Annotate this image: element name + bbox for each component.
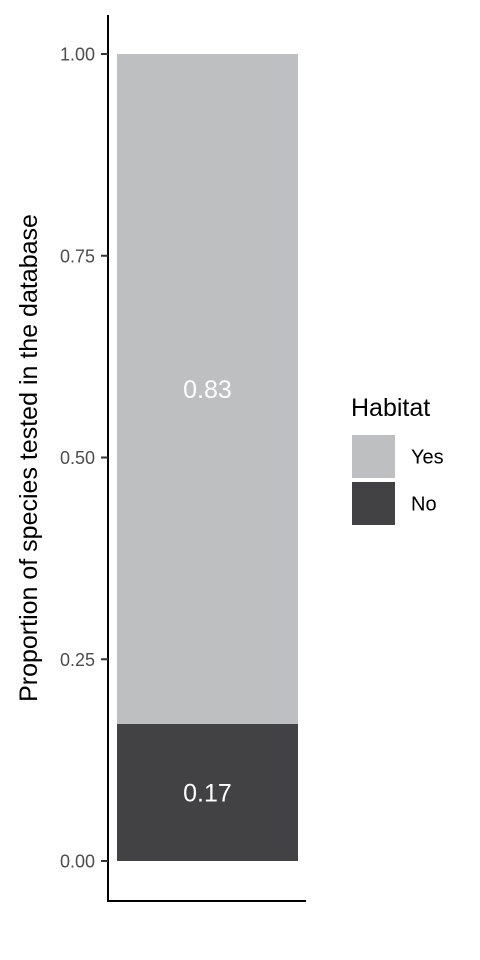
axes-group: 0.00 0.25 0.50 0.75 1.00 xyxy=(60,15,306,902)
bar-segment-no xyxy=(117,723,298,861)
y-tick-label: 0.75 xyxy=(60,246,95,266)
bars-group xyxy=(117,54,298,861)
data-label-no: 0.17 xyxy=(183,779,232,807)
y-tick-label: 0.50 xyxy=(60,448,95,468)
bar-segment-yes xyxy=(117,54,298,724)
legend-title: Habitat xyxy=(351,394,430,422)
legend-label-no: No xyxy=(411,494,437,516)
legend: Habitat Yes No xyxy=(351,394,444,525)
y-tick-label: 0.00 xyxy=(60,852,95,872)
y-tick-label: 0.25 xyxy=(60,650,95,670)
legend-key-yes xyxy=(352,435,395,478)
data-labels-group: 0.17 0.83 xyxy=(183,376,232,808)
data-label-yes: 0.83 xyxy=(183,376,232,404)
legend-key-no xyxy=(352,482,395,525)
y-ticks-group: 0.00 0.25 0.50 0.75 1.00 xyxy=(60,45,108,872)
y-tick-label: 1.00 xyxy=(60,45,95,65)
legend-label-yes: Yes xyxy=(411,447,444,469)
y-axis-title: Proportion of species tested in the data… xyxy=(15,214,43,702)
legend-entries: Yes No xyxy=(352,435,444,525)
